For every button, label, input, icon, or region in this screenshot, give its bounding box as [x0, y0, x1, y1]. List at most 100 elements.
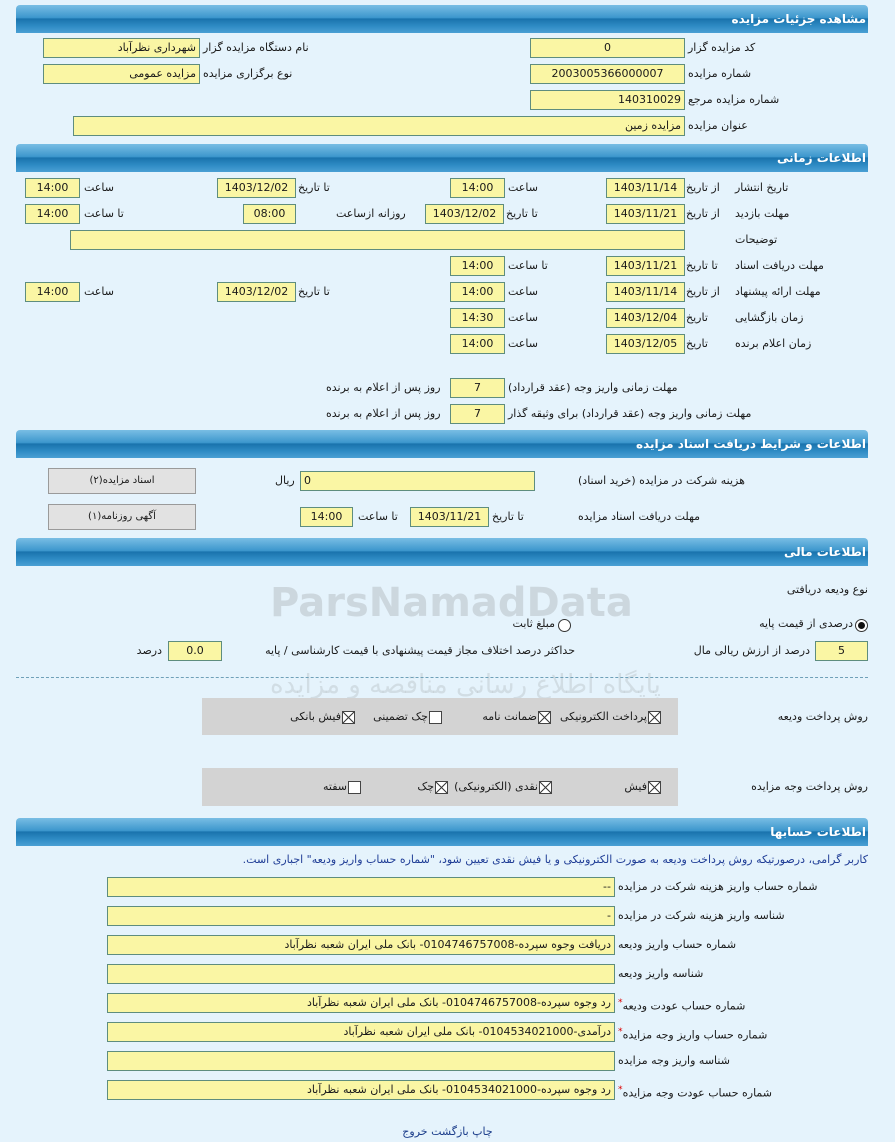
- winner-time[interactable]: 14:00: [450, 334, 505, 354]
- visit-to-time[interactable]: 14:00: [25, 204, 80, 224]
- docs-section-title: اطلاعات و شرایط دریافت اسناد مزایده: [635, 437, 866, 451]
- description-label: توضیحات: [735, 233, 778, 246]
- accounts-section-header: اطلاعات حسابها: [16, 818, 868, 846]
- docs-time-label: تا ساعت: [508, 259, 548, 272]
- payment-method-label: روش پرداخت وجه مزایده: [751, 780, 868, 793]
- guarantor-days[interactable]: 7: [450, 404, 505, 424]
- description-field[interactable]: [70, 230, 685, 250]
- publish-from-date[interactable]: 1403/11/14: [606, 178, 685, 198]
- method-checkbox[interactable]: [342, 711, 355, 724]
- docs-to-date[interactable]: 1403/11/21: [606, 256, 685, 276]
- back-link[interactable]: بازگشت: [431, 1125, 469, 1138]
- offer-time-label: ساعت: [508, 285, 538, 298]
- account-field[interactable]: [107, 964, 615, 984]
- method-label: نقدی (الکترونیکی): [454, 780, 538, 793]
- publish-to-time-label: ساعت: [84, 181, 114, 194]
- method-checkbox[interactable]: [539, 781, 552, 794]
- auction-title-label: عنوان مزایده: [688, 119, 748, 132]
- account-field[interactable]: درآمدی-0104534021000- بانک ملی ایران شعب…: [107, 1022, 615, 1042]
- publish-time-label: ساعت: [508, 181, 538, 194]
- docs-deadline-to-label: تا تاریخ: [492, 510, 524, 523]
- opening-label: زمان بازگشایی: [735, 311, 804, 324]
- docs-section-header: اطلاعات و شرایط دریافت اسناد مزایده: [16, 430, 868, 458]
- account-field[interactable]: رد وجوه سپرده-0104534021000- بانک ملی ای…: [107, 1080, 615, 1100]
- newspaper-ad-button[interactable]: آگهی روزنامه(۱): [48, 504, 196, 530]
- account-label-text: شناسه واریز هزینه شرکت در مزایده: [618, 909, 785, 922]
- account-field[interactable]: دریافت وجوه سپرده-0104746757008- بانک مل…: [107, 935, 615, 955]
- publish-time[interactable]: 14:00: [450, 178, 505, 198]
- organizer-name-label: نام دستگاه مزایده گزار: [203, 41, 309, 54]
- organizer-name-field[interactable]: شهرداری نظرآباد: [43, 38, 200, 58]
- page-header: مشاهده جزئیات مزایده: [16, 5, 868, 33]
- contract-suffix: روز پس از اعلام به برنده: [326, 381, 441, 394]
- deposit-type-label: نوع ودیعه دریافتی: [786, 583, 868, 596]
- method-label: ضمانت نامه: [482, 710, 537, 723]
- required-mark: *: [618, 1084, 623, 1095]
- winner-date[interactable]: 1403/12/05: [606, 334, 685, 354]
- visit-from-date[interactable]: 1403/11/21: [606, 204, 685, 224]
- opening-date[interactable]: 1403/12/04: [606, 308, 685, 328]
- account-field[interactable]: [107, 1051, 615, 1071]
- visit-daily-from[interactable]: 08:00: [243, 204, 296, 224]
- auction-type-label: نوع برگزاری مزایده: [203, 67, 293, 80]
- account-label: شناسه واریز هزینه شرکت در مزایده: [618, 906, 785, 926]
- offer-from-date[interactable]: 1403/11/14: [606, 282, 685, 302]
- publish-to-date[interactable]: 1403/12/02: [217, 178, 296, 198]
- auction-number-label: شماره مزایده: [688, 67, 752, 80]
- account-label: شماره حساب واریز هزینه شرکت در مزایده: [618, 877, 817, 897]
- docs-time[interactable]: 14:00: [450, 256, 505, 276]
- account-field[interactable]: رد وجوه سپرده-0104746757008- بانک ملی ای…: [107, 993, 615, 1013]
- method-checkbox[interactable]: [348, 781, 361, 794]
- account-label-text: شناسه واریز ودیعه: [618, 967, 704, 980]
- publish-to-time[interactable]: 14:00: [25, 178, 80, 198]
- fee-field[interactable]: 0: [300, 471, 535, 491]
- docs-to-label: تا تاریخ: [686, 259, 718, 272]
- auction-docs-button[interactable]: اسناد مزایده(۲): [48, 468, 196, 494]
- organizer-code-field[interactable]: 0: [530, 38, 685, 58]
- method-label: فیش: [624, 780, 647, 793]
- max-diff-suffix: درصد: [136, 644, 162, 657]
- footer-links: چاپ بازگشت خروج: [0, 1122, 895, 1142]
- opening-time[interactable]: 14:30: [450, 308, 505, 328]
- method-checkbox[interactable]: [648, 781, 661, 794]
- offer-time[interactable]: 14:00: [450, 282, 505, 302]
- organizer-code-label: کد مزایده گزار: [688, 41, 756, 54]
- fixed-option-label: مبلغ ثابت: [512, 617, 555, 630]
- account-label-text: شماره حساب واریز وجه مزایده: [622, 1028, 768, 1042]
- auction-title-field[interactable]: مزایده زمین: [73, 116, 685, 136]
- docs-deadline-time[interactable]: 14:00: [300, 507, 353, 527]
- account-field[interactable]: --: [107, 877, 615, 897]
- visit-to-date[interactable]: 1403/12/02: [425, 204, 504, 224]
- watermark-subtitle: پایگاه اطلاع رسانی مناقصه و مزایده: [270, 670, 661, 700]
- docs-deadline-label: مهلت دریافت اسناد: [735, 259, 824, 272]
- time-section-title: اطلاعات زمانی: [777, 151, 866, 165]
- account-label: شناسه واریز وجه مزایده: [618, 1051, 730, 1071]
- print-link[interactable]: چاپ: [472, 1125, 493, 1138]
- percent-radio[interactable]: [855, 619, 868, 632]
- method-checkbox[interactable]: [538, 711, 551, 724]
- method-checkbox[interactable]: [648, 711, 661, 724]
- account-field[interactable]: -: [107, 906, 615, 926]
- divider: [16, 677, 868, 678]
- method-checkbox[interactable]: [429, 711, 442, 724]
- exit-link[interactable]: خروج: [402, 1125, 428, 1138]
- max-diff-label: حداکثر درصد اختلاف مجاز قیمت پیشنهادی با…: [265, 644, 575, 657]
- visit-from-label: از تاریخ: [686, 207, 720, 220]
- offer-to-date[interactable]: 1403/12/02: [217, 282, 296, 302]
- fixed-amount-radio[interactable]: [558, 619, 571, 632]
- offer-to-time[interactable]: 14:00: [25, 282, 80, 302]
- method-checkbox[interactable]: [435, 781, 448, 794]
- docs-deadline-time-label: تا ساعت: [358, 510, 398, 523]
- visit-label: مهلت بازدید: [735, 207, 790, 220]
- account-label-text: شماره حساب عودت ودیعه: [622, 999, 746, 1013]
- auction-number-field[interactable]: 2003005366000007: [530, 64, 685, 84]
- contract-label: مهلت زمانی واریز وجه (عقد قرارداد): [508, 381, 678, 394]
- contract-days[interactable]: 7: [450, 378, 505, 398]
- docs-deadline-date[interactable]: 1403/11/21: [410, 507, 489, 527]
- deposit-percent-field[interactable]: 5: [815, 641, 868, 661]
- auction-type-field[interactable]: مزایده عمومی: [43, 64, 200, 84]
- offer-to-label: تا تاریخ: [298, 285, 330, 298]
- max-diff-field[interactable]: 0.0: [168, 641, 222, 661]
- fee-label: هزینه شرکت در مزایده (خرید اسناد): [578, 474, 745, 487]
- reference-number-field[interactable]: 140310029: [530, 90, 685, 110]
